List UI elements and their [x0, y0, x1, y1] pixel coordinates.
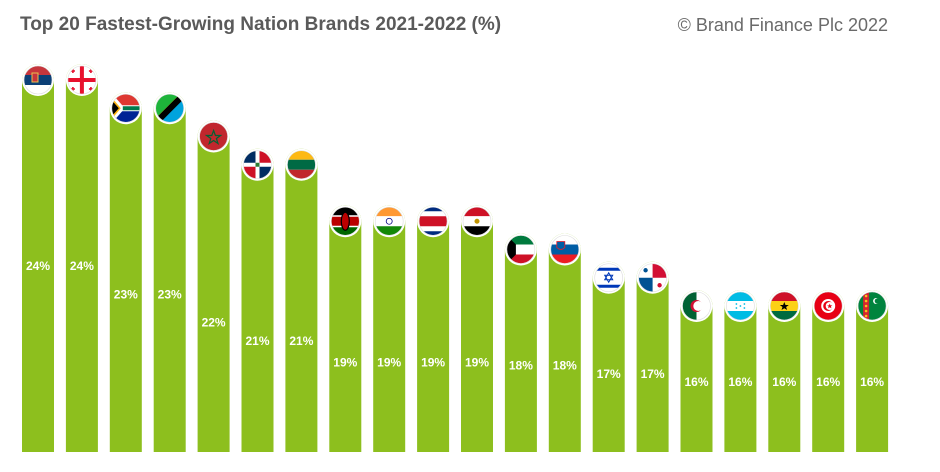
bar [724, 290, 757, 452]
bar-value-label: 23% [158, 287, 182, 301]
bar-value-label: 16% [684, 375, 708, 389]
bar [22, 64, 54, 452]
bar-value-label: 21% [245, 334, 269, 348]
bar [153, 92, 186, 452]
tunisia-flag-icon [812, 290, 845, 322]
bar [329, 205, 362, 452]
ghana-flag-icon [768, 290, 801, 322]
bar [812, 290, 845, 452]
panama-flag-icon [636, 261, 669, 294]
bar-value-label: 19% [377, 355, 401, 369]
bar [241, 148, 274, 452]
bar-value-label: 16% [860, 375, 884, 389]
bar-value-label: 23% [114, 287, 138, 301]
bar-value-label: 18% [509, 359, 533, 373]
bar [65, 64, 98, 452]
bar [636, 261, 669, 452]
bar-value-label: 24% [26, 259, 50, 273]
israel-flag-icon [592, 261, 625, 294]
bar [548, 233, 581, 452]
south-africa-flag-icon [109, 92, 142, 125]
chart-title: Top 20 Fastest-Growing Nation Brands 202… [20, 14, 502, 35]
tanzania-flag-icon [153, 92, 186, 125]
bar-value-label: 22% [202, 316, 226, 330]
bar-value-label: 24% [70, 259, 94, 273]
bar-value-label: 16% [816, 375, 840, 389]
egypt-flag-icon [461, 205, 493, 238]
honduras-flag-icon [724, 290, 757, 322]
india-flag-icon [373, 205, 406, 238]
algeria-flag-icon [680, 290, 713, 322]
bar-value-label: 19% [333, 355, 357, 369]
serbia-flag-icon [22, 64, 54, 96]
bar-value-label: 16% [772, 375, 796, 389]
bar [197, 120, 230, 452]
costa-rica-flag-icon [417, 205, 450, 238]
kuwait-flag-icon [504, 233, 537, 266]
bar-value-label: 17% [597, 367, 621, 381]
bar [285, 148, 318, 452]
bar [373, 205, 406, 452]
bar-value-label: 17% [641, 367, 665, 381]
bar-value-label: 21% [289, 334, 313, 348]
kenya-flag-icon [329, 205, 362, 238]
bar [504, 233, 537, 452]
bar-value-label: 19% [421, 355, 445, 369]
bar [417, 205, 450, 452]
morocco-flag-icon [197, 120, 230, 153]
bar [856, 290, 889, 452]
lithuania-flag-icon [285, 148, 318, 181]
bar [109, 92, 142, 452]
georgia-flag-icon [65, 64, 98, 96]
dominican-republic-flag-icon [241, 148, 274, 181]
bar [461, 205, 493, 452]
bar-value-label: 18% [553, 359, 577, 373]
bar-value-label: 19% [465, 355, 489, 369]
bar [680, 290, 713, 452]
turkmenistan-flag-icon [856, 290, 889, 322]
slovenia-flag-icon [548, 233, 581, 266]
bar [768, 290, 801, 452]
bar-value-label: 16% [728, 375, 752, 389]
copyright-credit: © Brand Finance Plc 2022 [677, 15, 888, 35]
bar [592, 261, 625, 452]
